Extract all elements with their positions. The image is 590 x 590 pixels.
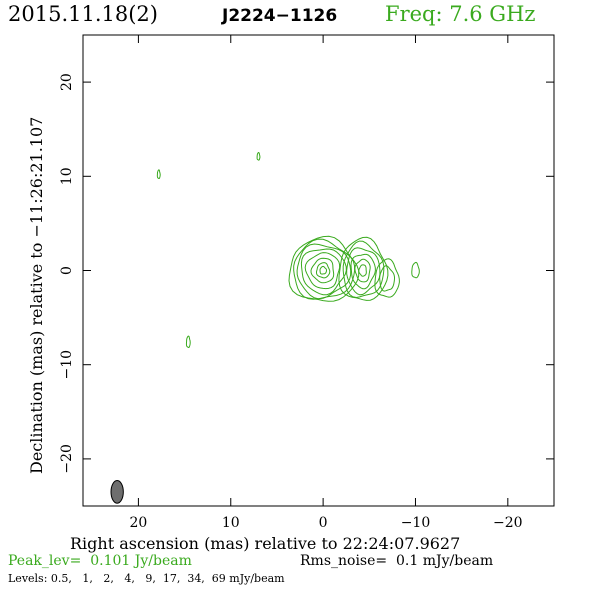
contour-core-level-5 xyxy=(304,252,341,290)
y-axis-label: Declination (mas) relative to −11:26:21.… xyxy=(27,117,46,474)
contour-core-level-4 xyxy=(300,248,347,296)
frequency-label: Freq: 7.6 GHz xyxy=(385,2,535,26)
contour-jet_knot_1-level-3 xyxy=(346,247,381,296)
contour-jet_knot_3-level-1 xyxy=(411,261,420,279)
contour-jet_knot_2-level-1 xyxy=(374,258,400,298)
y-tick-label: 10 xyxy=(59,167,75,185)
beam-ellipse-group xyxy=(110,480,124,504)
contour-jet_knot_1-level-1 xyxy=(338,236,389,301)
contour-core-level-1 xyxy=(288,235,360,302)
x-tick-label: 20 xyxy=(129,515,147,531)
axis-ticks xyxy=(83,35,554,506)
beam-ellipse xyxy=(110,480,124,504)
contour-lines xyxy=(156,152,420,348)
y-tick-label: −10 xyxy=(59,350,75,380)
contour-core-level-3 xyxy=(296,243,352,300)
x-tick-label: 10 xyxy=(222,515,240,531)
y-tick-label: 20 xyxy=(59,73,75,91)
contour-jet_knot_1-level-5 xyxy=(354,258,371,283)
contour-levels-text: Levels: 0.5, 1, 2, 4, 9, 17, 34, 69 mJy/… xyxy=(8,572,285,585)
contour-core-level-7 xyxy=(316,262,331,279)
plot-frame xyxy=(82,34,555,507)
observation-date: 2015.11.18(2) xyxy=(8,2,158,26)
contour-isolated_blob_1-level-1 xyxy=(156,169,161,179)
x-axis-label: Right ascension (mas) relative to 22:24:… xyxy=(70,534,460,553)
contour-core-level-8 xyxy=(319,265,327,275)
y-tick-label: 0 xyxy=(59,266,75,275)
contour-jet_knot_2-level-2 xyxy=(379,265,395,292)
rms-noise-text: Rms_noise= 0.1 mJy/beam xyxy=(300,553,494,569)
contour-jet_knot_1-level-2 xyxy=(342,240,385,299)
contour-isolated_blob_3-level-1 xyxy=(185,335,191,348)
x-tick-labels: 20 10 0 −10 −20 xyxy=(129,515,522,531)
contour-isolated_blob_2-level-1 xyxy=(256,152,261,161)
peak-level-text: Peak_lev= 0.101 Jy/beam xyxy=(8,553,192,569)
source-name: J2224−1126 xyxy=(221,6,337,26)
contour-jet_knot_1-level-6 xyxy=(358,264,367,277)
x-tick-label: 0 xyxy=(319,515,328,531)
y-tick-labels: 20 10 0 −10 −20 xyxy=(59,73,75,473)
contour-jet_knot_1-level-4 xyxy=(350,253,376,290)
x-tick-label: −20 xyxy=(493,515,523,531)
contour-core-level-6 xyxy=(310,257,335,284)
y-tick-label: −20 xyxy=(59,444,75,474)
x-tick-label: −10 xyxy=(401,515,431,531)
contour-core-level-2 xyxy=(293,238,356,300)
